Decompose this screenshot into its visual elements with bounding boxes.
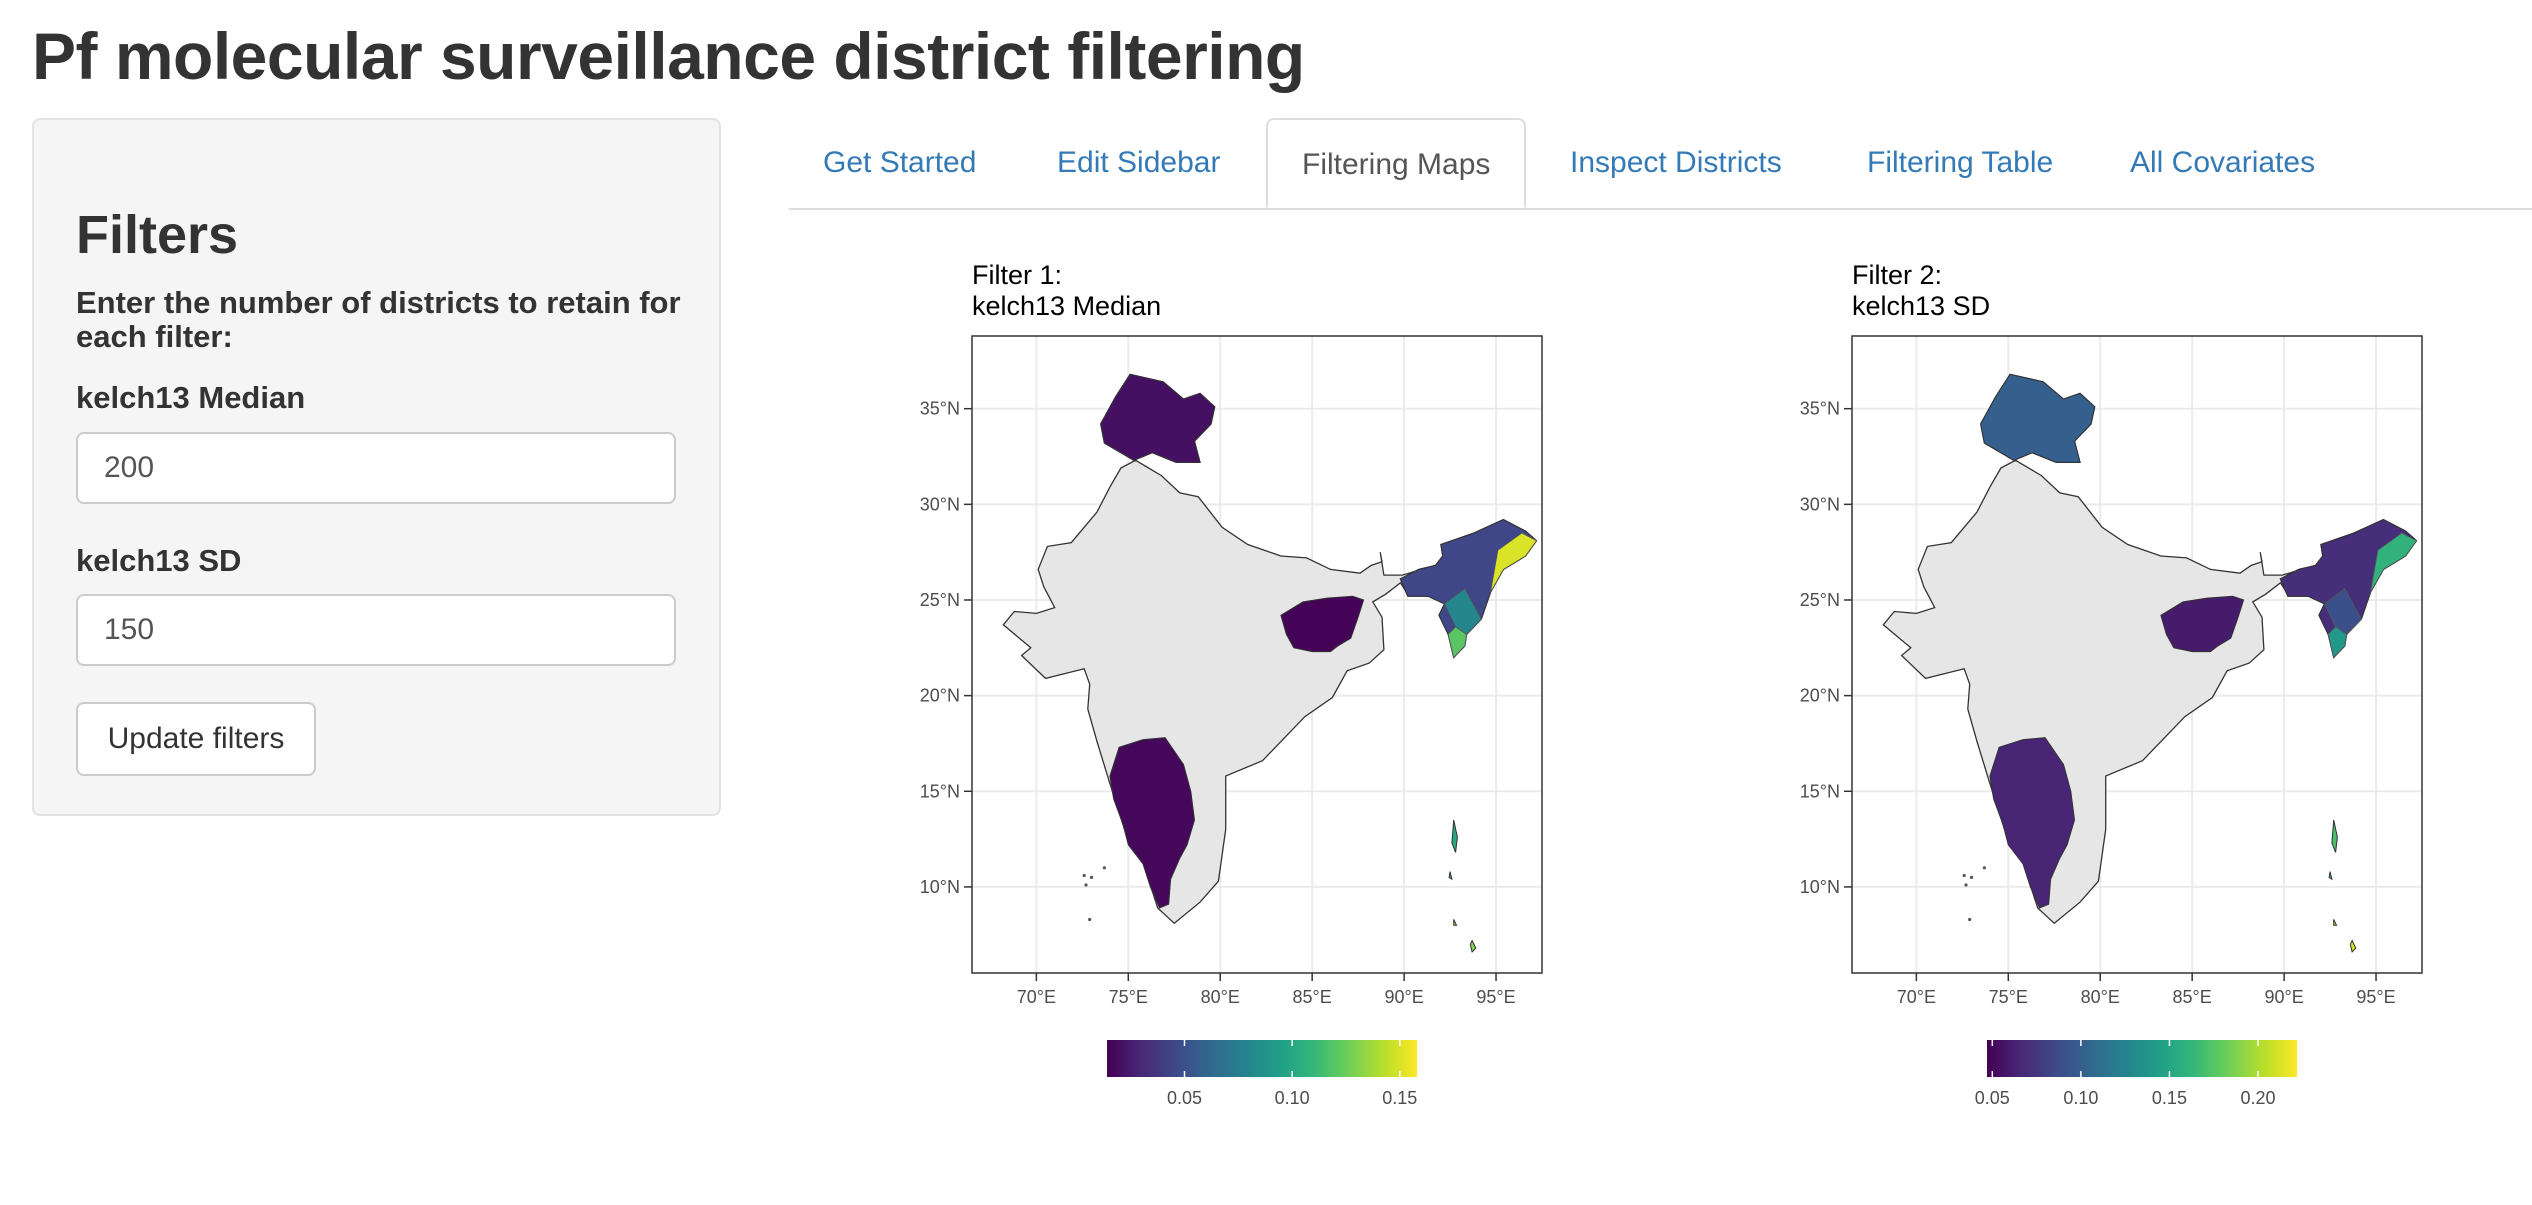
kelch13-median-input[interactable] [76,432,676,504]
region-little-andaman [2328,871,2333,881]
x-tick-label: 80°E [2081,987,2120,1007]
map-title-line2: kelch13 Median [972,291,1161,321]
region-mizoram [2327,626,2348,659]
region-andaman [1451,819,1458,853]
y-tick-label: 10°N [1800,877,1840,897]
lakshadweep-dot [1982,866,1986,870]
tab-get-started[interactable]: Get Started [823,146,977,179]
x-tick-label: 85°E [2173,987,2212,1007]
filters-instructions: Enter the number of districts to retain … [76,285,681,354]
region-jharkhand [2160,595,2245,653]
map-title-line1: Filter 1: [972,260,1062,290]
x-tick-label: 95°E [1476,987,1515,1007]
colorbar [1107,1040,1417,1077]
lakshadweep-dot [1102,866,1106,870]
x-tick-label: 70°E [1017,987,1056,1007]
lakshadweep-dot [1082,873,1086,878]
lakshadweep-dot [1964,883,1968,887]
x-tick-label: 80°E [1201,987,1240,1007]
region-great-nicobar [2349,939,2357,954]
tab-filtering-maps[interactable]: Filtering Maps [1266,118,1527,208]
app-title: Pf molecular surveillance district filte… [32,19,1305,93]
map-title-line2: kelch13 SD [1852,291,1990,321]
map-panel-1: Filter 1:kelch13 Median 70°E 75°E 80°E 85°E 9… [920,260,1543,1108]
region-mizoram [1447,626,1468,659]
region-little-andaman [1448,871,1453,881]
x-tick-label: 70°E [1897,987,1936,1007]
kelch13-sd-input[interactable] [76,594,676,666]
map-panel-2: Filter 2:kelch13 SD 70°E 75°E 80°E 85°E 90°E 9… [1800,260,2423,1108]
y-tick-label: 35°N [920,399,960,419]
region-manipur [1443,587,1482,635]
y-tick-label: 15°N [1800,781,1840,801]
x-tick-label: 90°E [1384,987,1423,1007]
y-tick-label: 25°N [1800,590,1840,610]
lakshadweep-dot [1088,917,1092,922]
region-jharkhand [1280,595,1365,653]
lakshadweep-dot [1969,875,1974,879]
kelch13-sd-label: kelch13 SD [76,543,242,578]
tab-inspect-districts[interactable]: Inspect Districts [1570,146,1782,179]
region-south [1989,737,2076,909]
tab-all-covariates[interactable]: All Covariates [2130,146,2316,179]
y-tick-label: 30°N [920,494,960,514]
region-jammu-kashmir [1100,373,1216,463]
update-filters-button[interactable]: Update filters [76,702,316,776]
y-tick-label: 20°N [1800,686,1840,706]
region-andaman [2331,819,2338,853]
region-car-nicobar [1453,919,1458,926]
lakshadweep-dot [1962,873,1966,878]
x-tick-label: 75°E [1109,987,1148,1007]
colorbar [1987,1040,2297,1077]
region-arunachal-east [1490,532,1538,593]
region-car-nicobar [2333,919,2338,926]
kelch13-median-label: kelch13 Median [76,380,306,415]
colorbar-tick-label: 0.10 [2063,1088,2098,1108]
x-tick-label: 85°E [1293,987,1332,1007]
y-tick-label: 30°N [1800,494,1840,514]
lakshadweep-dot [1968,917,1972,922]
region-jammu-kashmir [1980,373,2096,463]
region-arunachal-east [2370,532,2418,593]
y-tick-label: 10°N [920,877,960,897]
tab-bar: Get Started Edit Sidebar Filtering Maps … [789,118,2532,210]
x-tick-label: 75°E [1989,987,2028,1007]
y-tick-label: 20°N [920,686,960,706]
colorbar-tick-label: 0.15 [2152,1088,2187,1108]
map-title-line1: Filter 2: [1852,260,1942,290]
colorbar-tick-label: 0.05 [1167,1088,1202,1108]
colorbar-tick-label: 0.10 [1275,1088,1310,1108]
colorbar-tick-label: 0.05 [1975,1088,2010,1108]
lakshadweep-dot [1089,875,1094,879]
region-south [1109,737,1196,909]
colorbar-tick-label: 0.20 [2241,1088,2276,1108]
y-tick-label: 15°N [920,781,960,801]
x-tick-label: 95°E [2356,987,2395,1007]
filters-sidebar: Filters Enter the number of districts to… [32,118,721,816]
map-panel-border [1851,335,2423,974]
filters-heading: Filters [76,205,239,265]
region-great-nicobar [1469,939,1477,954]
colorbar-tick-label: 0.15 [1382,1088,1417,1108]
x-tick-label: 90°E [2264,987,2303,1007]
map-panel-border [971,335,1543,974]
tab-filtering-table[interactable]: Filtering Table [1867,146,2054,179]
region-manipur [2323,587,2362,635]
tab-edit-sidebar[interactable]: Edit Sidebar [1057,146,1221,179]
y-tick-label: 25°N [920,590,960,610]
lakshadweep-dot [1084,883,1088,887]
y-tick-label: 35°N [1800,399,1840,419]
